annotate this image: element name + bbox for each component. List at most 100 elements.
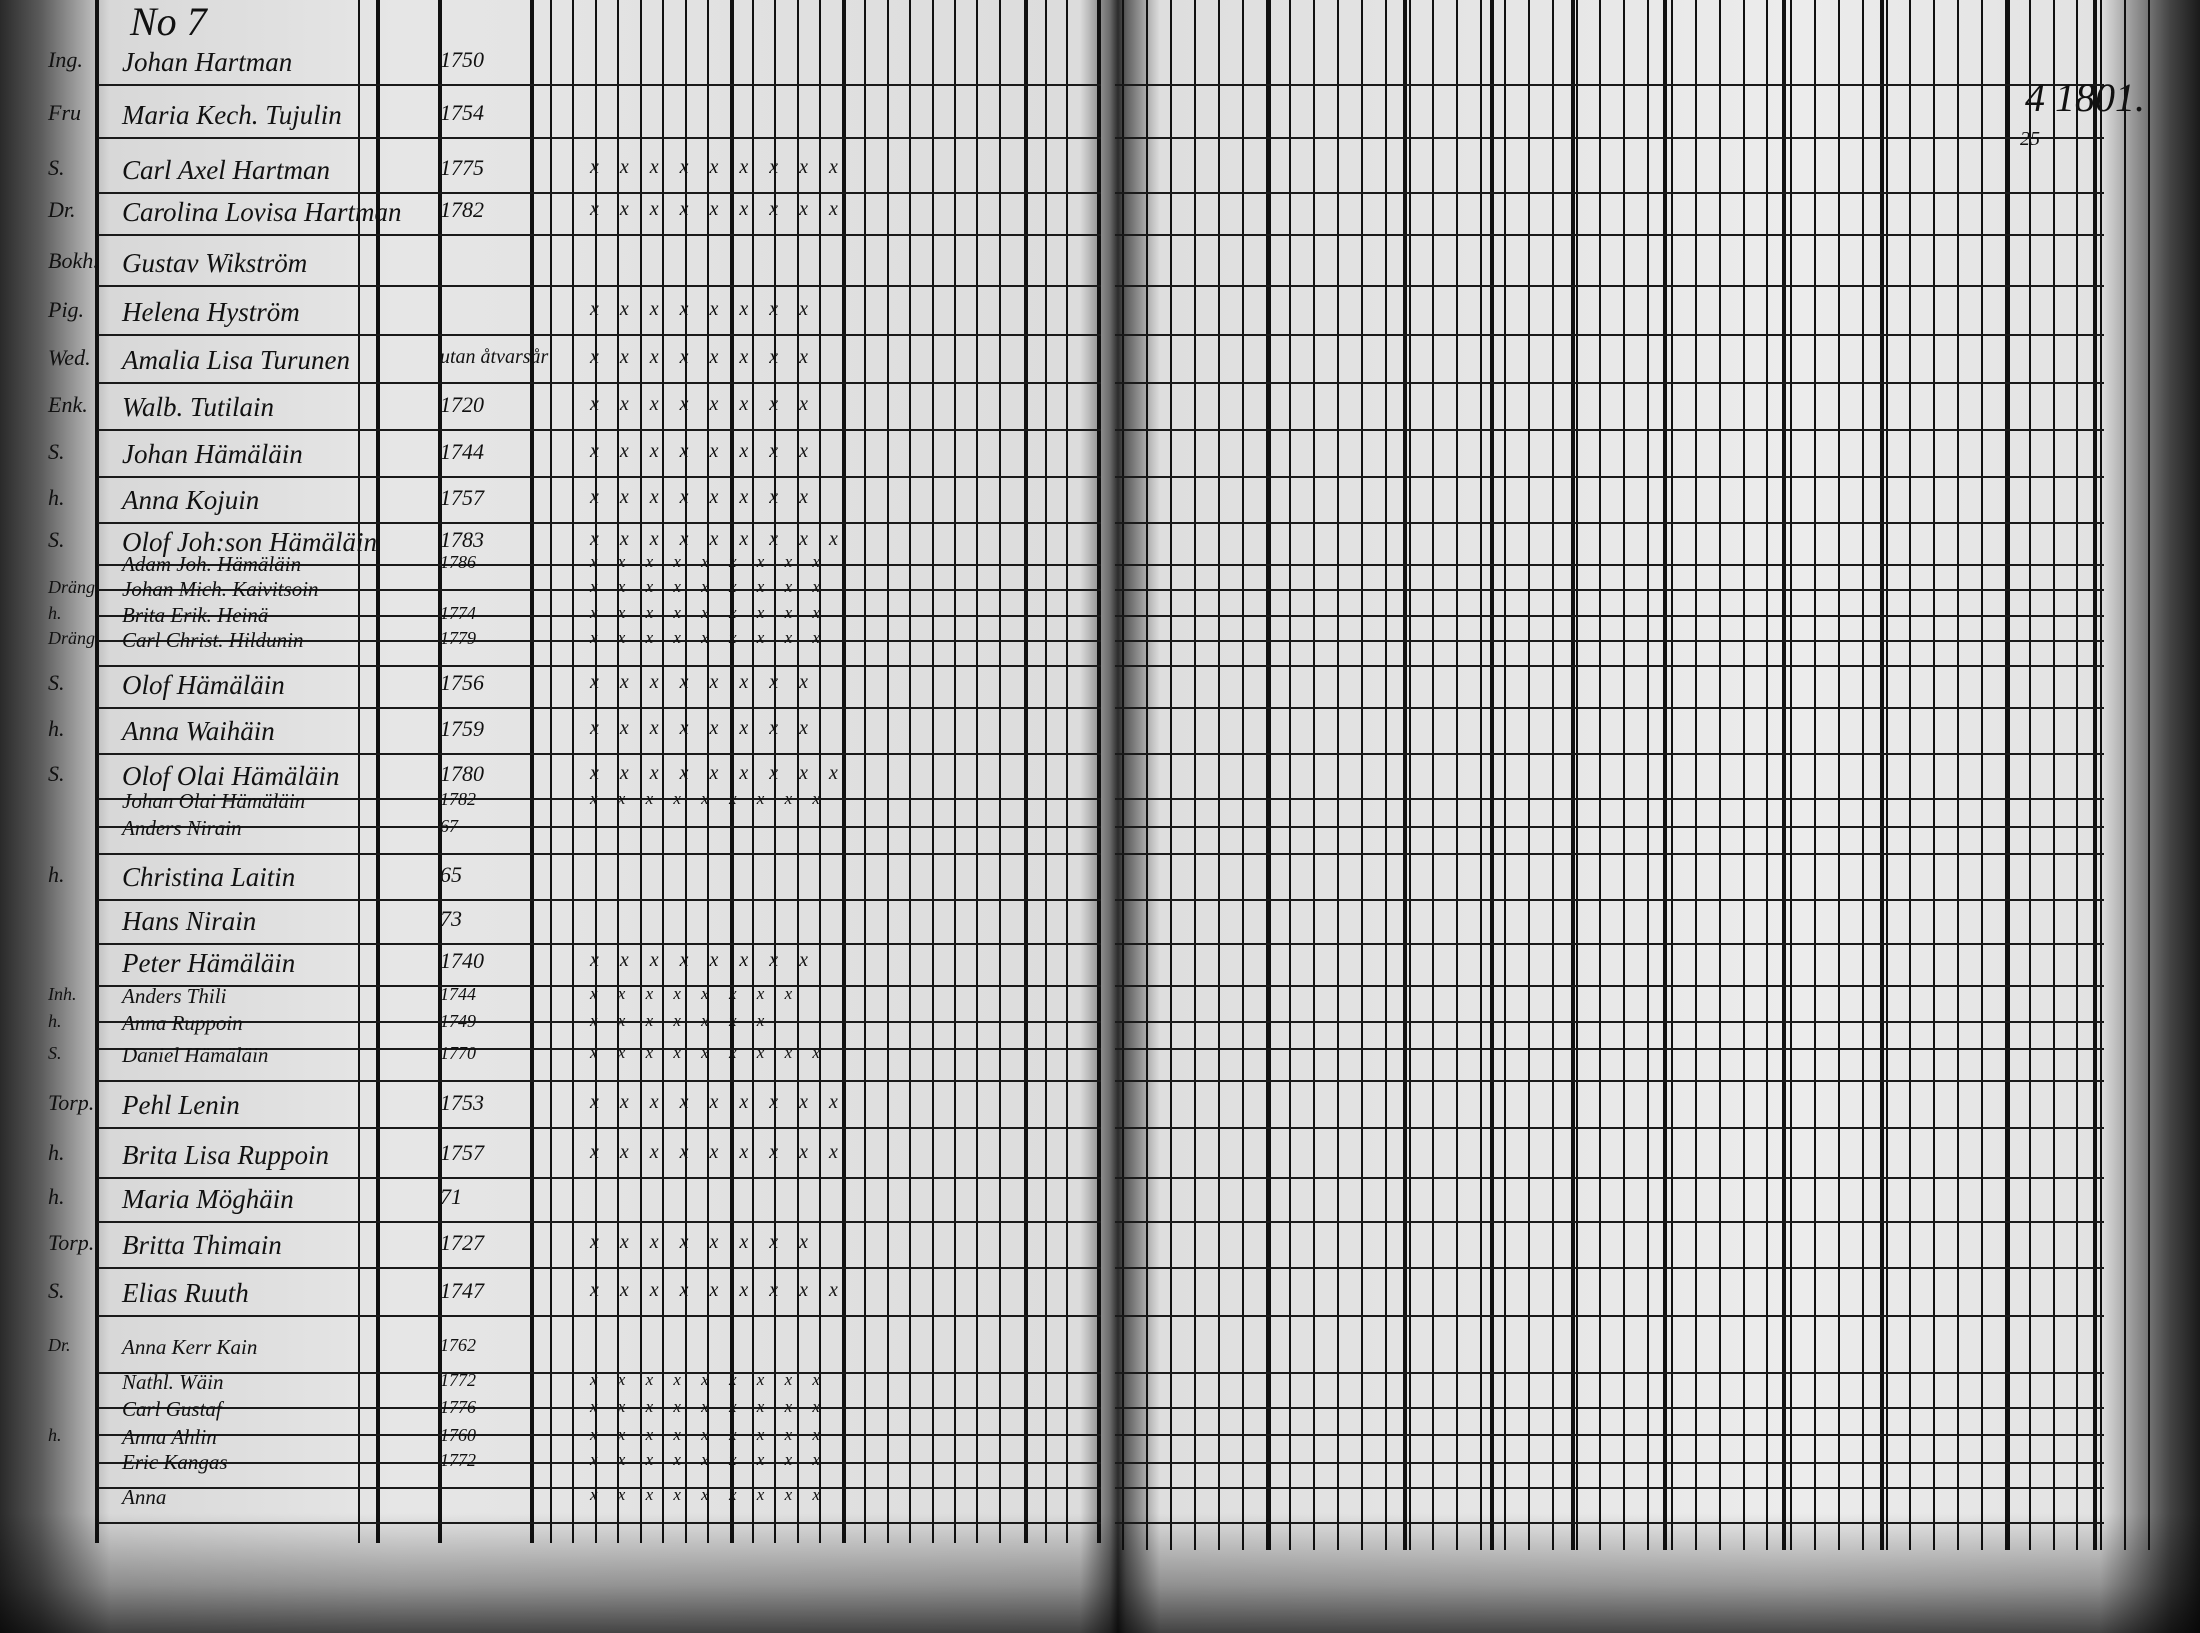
- column-rule: [2100, 0, 2103, 1551]
- column-rule: [1909, 0, 1912, 1551]
- person-name: Brita Erik. Heinä: [122, 602, 269, 627]
- row-prefix: Dräng: [48, 627, 96, 648]
- row-rule: [98, 1487, 1102, 1490]
- person-name: Anna: [122, 1485, 167, 1510]
- row-rule: [98, 899, 1102, 902]
- row-marks: x x x x x x x x: [590, 345, 817, 368]
- register-number: No 7: [130, 0, 207, 44]
- column-rule: [1408, 0, 1411, 1551]
- birth-year: 71: [440, 1183, 462, 1209]
- row-rule: [98, 1126, 1102, 1129]
- person-name: Carl Axel Hartman: [122, 155, 330, 186]
- row-rule: [1115, 1126, 2105, 1129]
- birth-year: 1762: [440, 1335, 476, 1356]
- person-name: Gustav Wikström: [122, 247, 308, 278]
- column-rule: [707, 0, 710, 1544]
- birth-year: 1720: [440, 392, 484, 418]
- column-rule: [1742, 0, 1745, 1551]
- person-name: Anna Ahlin: [122, 1424, 217, 1449]
- person-name: Anna Kojuin: [122, 484, 260, 515]
- column-rule: [954, 0, 957, 1544]
- row-rule: [98, 614, 1102, 617]
- column-rule: [752, 0, 754, 1544]
- column-rule: [729, 0, 734, 1544]
- row-rule: [98, 381, 1102, 384]
- row-rule: [98, 942, 1102, 945]
- birth-year: 1744: [440, 984, 476, 1005]
- column-rule-heavy: [1571, 0, 1576, 1551]
- row-prefix: h.: [48, 484, 65, 510]
- column-rule: [684, 0, 687, 1544]
- row-rule: [1115, 753, 2105, 756]
- row-marks: x x x x x x x x x: [590, 527, 846, 550]
- row-marks: x x x x x x x x: [590, 948, 817, 971]
- row-rule: [98, 826, 1102, 829]
- row-marks: x x x x x x x x x: [590, 762, 846, 785]
- row-prefix: Inh.: [48, 984, 77, 1005]
- column-rule: [1933, 0, 1936, 1551]
- row-marks: x x x x x x x x: [590, 671, 817, 694]
- person-name: Maria Kech. Tujulin: [122, 100, 342, 131]
- column-rule: [1766, 0, 1769, 1551]
- row-rule: [1115, 521, 2105, 524]
- column-rule: [1814, 0, 1817, 1551]
- row-rule: [1115, 707, 2105, 710]
- person-name: Olof Joh:son Hämäläin: [122, 526, 377, 557]
- birth-year: 1782: [440, 197, 484, 223]
- row-rule: [98, 1021, 1102, 1024]
- birth-year: 1786: [440, 552, 476, 573]
- column-rule-heavy: [2006, 0, 2011, 1551]
- column-rule: [774, 0, 777, 1544]
- column-rule: [1360, 0, 1363, 1551]
- column-rule: [1066, 0, 1069, 1544]
- column-rule: [1432, 0, 1435, 1551]
- row-rule: [1115, 564, 2105, 566]
- row-prefix: h.: [48, 1183, 65, 1209]
- row-rule: [98, 665, 1102, 668]
- column-rule: [819, 0, 822, 1544]
- person-name: Hans Nirain: [122, 905, 257, 936]
- row-prefix: S.: [48, 670, 65, 696]
- row-rule: [98, 1177, 1102, 1180]
- column-rule: [2052, 0, 2055, 1551]
- row-rule: [98, 984, 1102, 987]
- row-marks: x x x x x x x x: [590, 393, 817, 416]
- person-name: Amalia Lisa Turunen: [122, 344, 351, 375]
- column-rule: [1097, 0, 1102, 1544]
- person-name: Britta Thimain: [122, 1229, 282, 1260]
- birth-year: 1754: [440, 100, 484, 126]
- column-rule: [1670, 0, 1673, 1551]
- row-rule: [1115, 1266, 2105, 1269]
- row-rule: [1115, 1433, 2105, 1436]
- column-rule: [998, 0, 1001, 1544]
- row-rule: [98, 1461, 1102, 1464]
- birth-year: 1770: [440, 1043, 476, 1064]
- birth-year: 1753: [440, 1089, 484, 1115]
- birth-year: 1782: [440, 789, 476, 810]
- row-rule: [98, 1048, 1102, 1051]
- row-prefix: Fru: [48, 100, 81, 126]
- column-rule: [1217, 0, 1220, 1551]
- column-rule: [1861, 0, 1864, 1551]
- birth-year: 1757: [440, 1140, 484, 1166]
- column-rule: [594, 0, 597, 1544]
- birth-year: 1780: [440, 761, 484, 787]
- row-marks: x x x x x x x x x: [590, 602, 828, 622]
- column-rule: [1024, 0, 1029, 1544]
- column-rule: [2004, 0, 2007, 1551]
- row-rule: [1115, 234, 2105, 237]
- person-name: Helena Hyström: [122, 296, 300, 327]
- column-rule: [1313, 0, 1316, 1551]
- row-marks: x x x x x x x x: [590, 984, 801, 1004]
- birth-year: 1759: [440, 716, 484, 742]
- birth-year: 1749: [440, 1011, 476, 1031]
- row-rule: [1115, 137, 2105, 140]
- column-rule: [1384, 0, 1387, 1551]
- row-prefix: Torp.: [48, 1229, 95, 1255]
- row-rule: [1115, 942, 2105, 945]
- row-rule: [98, 1407, 1102, 1410]
- year-sub-note: 25: [2020, 128, 2040, 150]
- column-rule: [437, 0, 442, 1544]
- birth-year: 1747: [440, 1277, 484, 1303]
- row-marks: x x x x x x x x x: [590, 1141, 846, 1164]
